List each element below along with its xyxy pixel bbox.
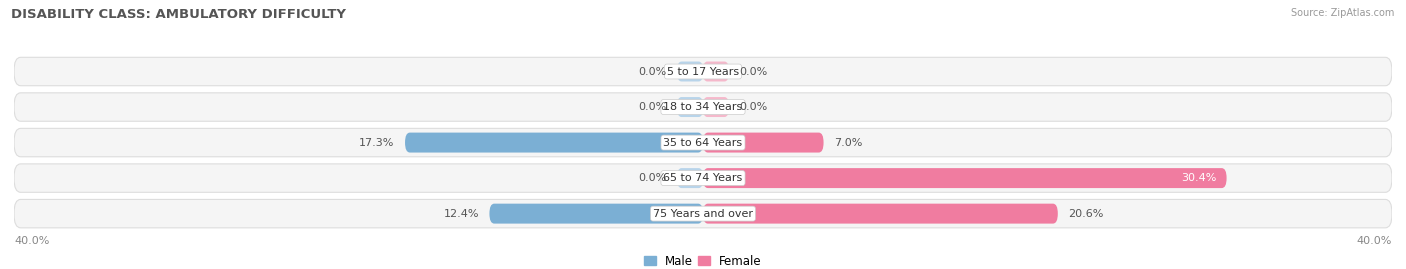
Text: 40.0%: 40.0%: [14, 236, 49, 246]
FancyBboxPatch shape: [678, 62, 703, 82]
Text: DISABILITY CLASS: AMBULATORY DIFFICULTY: DISABILITY CLASS: AMBULATORY DIFFICULTY: [11, 8, 346, 21]
Text: 0.0%: 0.0%: [740, 102, 768, 112]
FancyBboxPatch shape: [14, 199, 1392, 228]
Legend: Male, Female: Male, Female: [640, 250, 766, 269]
FancyBboxPatch shape: [678, 97, 703, 117]
Text: 12.4%: 12.4%: [444, 209, 479, 219]
Text: Source: ZipAtlas.com: Source: ZipAtlas.com: [1291, 8, 1395, 18]
FancyBboxPatch shape: [703, 168, 1226, 188]
Text: 0.0%: 0.0%: [638, 173, 666, 183]
FancyBboxPatch shape: [405, 133, 703, 153]
Text: 65 to 74 Years: 65 to 74 Years: [664, 173, 742, 183]
FancyBboxPatch shape: [14, 164, 1392, 192]
FancyBboxPatch shape: [14, 93, 1392, 121]
Text: 18 to 34 Years: 18 to 34 Years: [664, 102, 742, 112]
Text: 35 to 64 Years: 35 to 64 Years: [664, 137, 742, 148]
FancyBboxPatch shape: [703, 204, 1057, 224]
Text: 30.4%: 30.4%: [1181, 173, 1216, 183]
FancyBboxPatch shape: [703, 97, 728, 117]
Text: 0.0%: 0.0%: [638, 66, 666, 76]
FancyBboxPatch shape: [678, 168, 703, 188]
Text: 40.0%: 40.0%: [1357, 236, 1392, 246]
Text: 0.0%: 0.0%: [740, 66, 768, 76]
FancyBboxPatch shape: [14, 128, 1392, 157]
Text: 0.0%: 0.0%: [638, 102, 666, 112]
Text: 20.6%: 20.6%: [1069, 209, 1104, 219]
FancyBboxPatch shape: [703, 62, 728, 82]
Text: 17.3%: 17.3%: [360, 137, 395, 148]
Text: 75 Years and over: 75 Years and over: [652, 209, 754, 219]
Text: 5 to 17 Years: 5 to 17 Years: [666, 66, 740, 76]
FancyBboxPatch shape: [703, 133, 824, 153]
FancyBboxPatch shape: [14, 57, 1392, 86]
Text: 7.0%: 7.0%: [834, 137, 862, 148]
FancyBboxPatch shape: [489, 204, 703, 224]
